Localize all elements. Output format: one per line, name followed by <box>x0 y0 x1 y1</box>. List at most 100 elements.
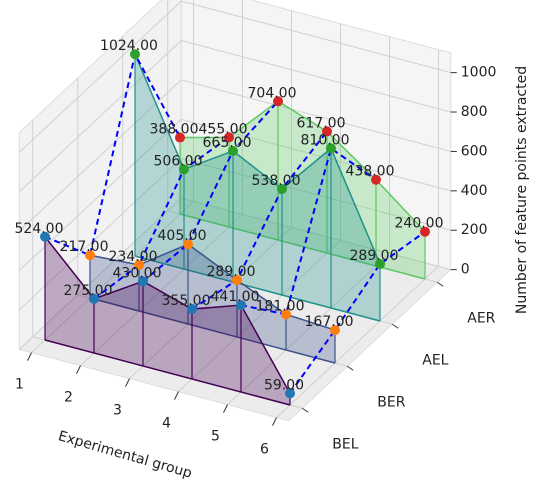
grid-line <box>178 240 341 392</box>
marker <box>326 143 336 154</box>
area-line <box>134 53 381 265</box>
value-label: 405.00 <box>158 228 207 244</box>
marker <box>371 174 381 185</box>
marker <box>130 49 140 60</box>
grid-line <box>276 266 439 418</box>
value-label: 665.00 <box>203 135 252 151</box>
area <box>180 101 425 279</box>
grid-line <box>181 0 451 74</box>
grid-line <box>227 253 390 405</box>
marker <box>281 309 291 320</box>
area <box>135 54 380 322</box>
x-tick-label: 1 <box>15 377 24 393</box>
connector <box>289 230 426 394</box>
area-line <box>179 100 426 233</box>
marker <box>175 132 185 143</box>
y-tick-label: BER <box>377 394 405 410</box>
marker <box>183 239 193 250</box>
marker <box>40 231 50 242</box>
area-base <box>179 213 426 280</box>
value-label: 538.00 <box>252 173 301 189</box>
x-tick-label: 2 <box>64 390 73 406</box>
x-tick <box>125 378 130 387</box>
marker <box>85 250 95 261</box>
z-tick-label: 400 <box>461 183 488 199</box>
connector <box>240 146 377 316</box>
y-tick-label: AEL <box>422 352 448 368</box>
marker <box>224 132 234 143</box>
x-tick <box>272 417 277 426</box>
marker <box>232 275 242 286</box>
marker <box>277 183 287 194</box>
x-tick <box>223 404 228 413</box>
x-tick-label: 6 <box>260 442 269 458</box>
grid-line <box>181 40 451 113</box>
marker <box>236 300 246 311</box>
z-tick-label: 0 <box>461 262 470 278</box>
grid-line <box>31 201 194 353</box>
y-tick-label: BEL <box>332 436 358 452</box>
value-label: 181.00 <box>256 298 305 314</box>
grid-line <box>18 40 182 193</box>
grid-line <box>181 118 451 192</box>
area <box>45 236 290 405</box>
connector <box>142 100 279 283</box>
x-tick <box>27 352 32 361</box>
grid-line <box>18 118 182 271</box>
marker <box>89 293 99 304</box>
value-label: 355.00 <box>162 293 211 309</box>
x-tick-label: 5 <box>211 429 220 445</box>
value-label: 617.00 <box>297 115 346 131</box>
value-label: 455.00 <box>199 121 248 137</box>
marker <box>134 259 144 270</box>
grid-line <box>181 79 451 152</box>
marker <box>179 164 189 175</box>
value-label: 289.00 <box>207 264 256 280</box>
area-line <box>44 236 291 394</box>
grid-line <box>80 214 243 366</box>
y-tick <box>346 365 354 371</box>
marker <box>330 325 340 336</box>
connector <box>191 130 328 310</box>
connector <box>44 51 181 257</box>
grid-line <box>18 0 182 153</box>
z-tick-label: 800 <box>461 104 488 120</box>
area-line <box>89 243 336 331</box>
value-label: 506.00 <box>154 153 203 169</box>
area-base <box>44 339 291 406</box>
value-label: 441.00 <box>211 289 260 305</box>
marker <box>273 96 283 107</box>
x-axis-title: Experimental group <box>56 428 194 482</box>
value-label: 430.00 <box>113 265 162 281</box>
grid-line <box>181 158 451 231</box>
marker <box>375 259 385 270</box>
value-label: 217.00 <box>60 239 109 255</box>
x-tick <box>174 391 179 400</box>
value-label: 524.00 <box>15 221 64 237</box>
grid-line <box>129 227 292 379</box>
y-tick-label: AER <box>467 310 495 326</box>
value-label: 704.00 <box>248 85 297 101</box>
z-tick-label: 200 <box>461 222 488 238</box>
value-label: 388.00 <box>150 122 199 138</box>
value-label: 1024.00 <box>100 38 158 54</box>
marker <box>322 126 332 137</box>
value-label: 810.00 <box>301 132 350 148</box>
area-base <box>134 255 381 322</box>
marker <box>285 388 295 399</box>
marker <box>228 145 238 156</box>
grid-line <box>18 158 182 311</box>
y-tick <box>391 323 399 329</box>
z-tick-label: 1000 <box>461 65 497 81</box>
x-tick-label: 4 <box>162 416 171 432</box>
marker <box>187 304 197 315</box>
value-label: 289.00 <box>350 248 399 264</box>
z-tick-label: 600 <box>461 143 488 159</box>
y-tick <box>436 281 444 287</box>
value-label: 240.00 <box>395 216 444 232</box>
marker <box>138 276 148 287</box>
y-tick <box>301 407 309 413</box>
z-axis-title: Number of feature points extracted <box>514 66 530 314</box>
x-tick <box>76 365 81 374</box>
